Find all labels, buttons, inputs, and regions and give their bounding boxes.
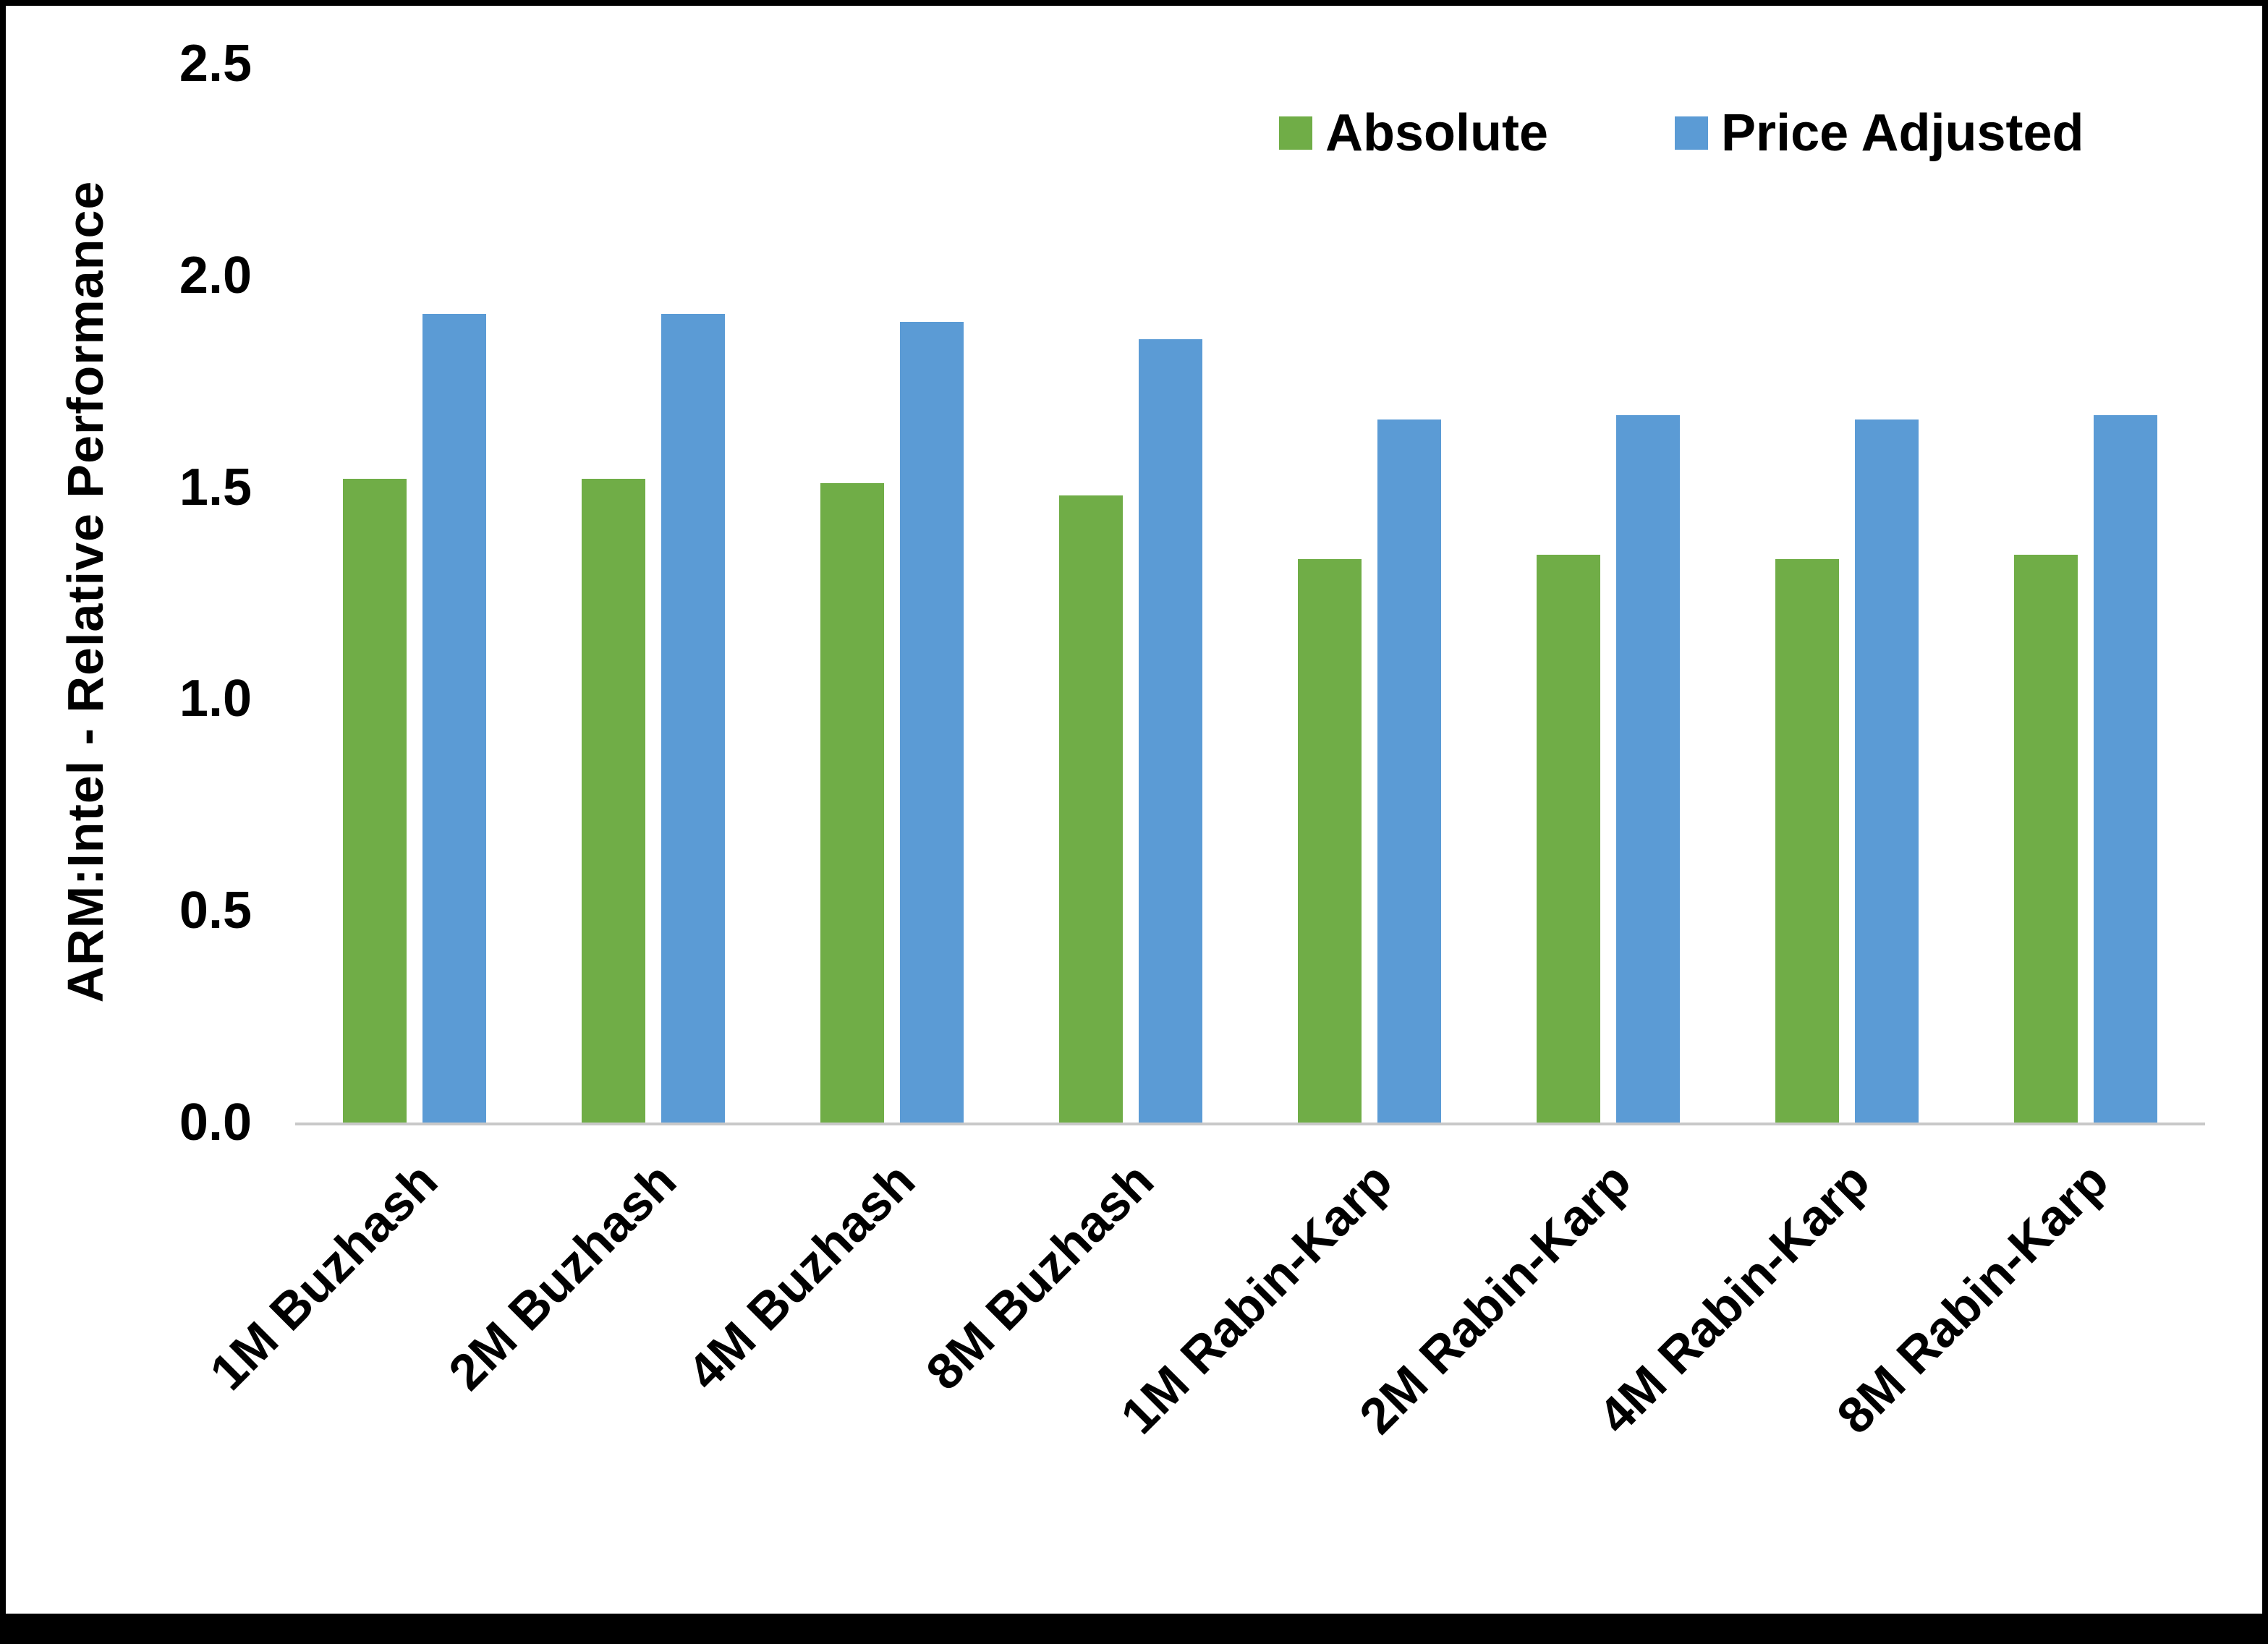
bar-price-adjusted <box>422 313 486 1123</box>
bar-price-adjusted <box>2094 415 2157 1123</box>
bar-absolute <box>1775 559 1839 1123</box>
bar-absolute <box>2014 555 2078 1123</box>
bar-price-adjusted <box>661 313 725 1123</box>
bar-group <box>1728 64 1966 1123</box>
bar-group <box>1489 64 1728 1123</box>
bar-price-adjusted <box>1139 338 1202 1123</box>
x-axis-label: 1M Buzhash <box>198 1151 448 1401</box>
y-axis-title: ARM:Intel - Relative Performance <box>57 180 114 1003</box>
bar-group <box>534 64 773 1123</box>
bar-absolute <box>820 482 884 1123</box>
x-axis-label: 4M Buzhash <box>676 1151 925 1401</box>
legend-swatch-icon <box>1675 116 1709 150</box>
bar-price-adjusted <box>1855 419 1919 1123</box>
bar-group <box>1250 64 1489 1123</box>
legend: Absolute Price Adjusted <box>1279 107 2084 159</box>
y-tick-label: 1.5 <box>179 458 252 516</box>
bar-price-adjusted <box>1377 419 1441 1123</box>
y-tick-label: 1.0 <box>179 670 252 728</box>
bar-group <box>773 64 1011 1123</box>
bar-group <box>295 64 534 1123</box>
bar-group <box>1966 64 2205 1123</box>
legend-item: Price Adjusted <box>1675 107 2084 159</box>
plot-area <box>295 64 2205 1125</box>
bar-absolute <box>343 478 407 1123</box>
legend-swatch-icon <box>1279 116 1312 150</box>
y-tick-label: 0.0 <box>179 1094 252 1151</box>
legend-item: Absolute <box>1279 107 1548 159</box>
bar-absolute <box>1059 495 1123 1123</box>
bar-absolute <box>1298 559 1362 1123</box>
y-tick-label: 0.5 <box>179 882 252 940</box>
x-axis-label: 2M Buzhash <box>437 1151 687 1401</box>
bar-absolute <box>582 478 645 1123</box>
y-tick-label: 2.5 <box>179 35 252 93</box>
bar-price-adjusted <box>900 322 964 1123</box>
bar-group <box>1011 64 1250 1123</box>
x-axis-label: 8M Buzhash <box>914 1151 1164 1401</box>
legend-label: Absolute <box>1325 104 1549 162</box>
bar-price-adjusted <box>1616 415 1680 1123</box>
bar-absolute <box>1537 555 1600 1123</box>
y-tick-label: 2.0 <box>179 246 252 304</box>
legend-label: Price Adjusted <box>1721 104 2084 162</box>
